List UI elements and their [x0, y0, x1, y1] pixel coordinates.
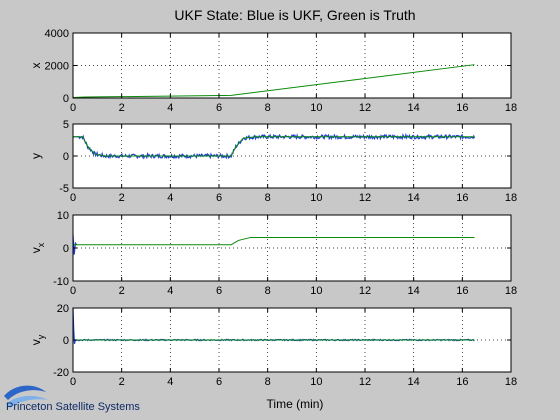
x-tick-label: 8: [265, 192, 271, 204]
series-ukf-line: [73, 132, 476, 160]
y-tick-label: 10: [57, 210, 69, 222]
x-tick-label: 14: [408, 102, 420, 114]
y-tick-label: -5: [59, 183, 69, 195]
y-tick-label: 0: [63, 151, 69, 163]
x-tick-label: 0: [70, 376, 76, 388]
axes-panel-1: 0 2 4 6 8 10 12 14 16 18 0 2000 4000 x: [29, 28, 517, 114]
x-tick-label: 10: [310, 102, 322, 114]
logo-text: Princeton Satellite Systems: [6, 401, 140, 413]
x-tick-label: 0: [70, 102, 76, 114]
x-tick-label: 12: [359, 192, 371, 204]
x-tick-label: 12: [359, 285, 371, 297]
series-truth-line: [73, 136, 475, 157]
x-tick-label: 4: [167, 192, 173, 204]
x-tick-label: 8: [265, 285, 271, 297]
x-tick-label: 4: [167, 102, 173, 114]
x-tick-label: 18: [505, 192, 517, 204]
y-tick-label: -20: [53, 367, 69, 379]
x-tick-label: 2: [119, 102, 125, 114]
x-tick-label: 16: [456, 102, 468, 114]
x-tick-label: 6: [216, 376, 222, 388]
y-axis-label: x: [29, 63, 43, 69]
y-tick-label: 0: [63, 243, 69, 255]
x-tick-label: 8: [265, 102, 271, 114]
x-tick-label: 16: [456, 376, 468, 388]
x-tick-label: 4: [167, 376, 173, 388]
series-truth-line: [72, 64, 475, 99]
x-tick-label: 12: [359, 376, 371, 388]
y-axis-label: vx: [29, 242, 46, 253]
x-tick-label: 10: [310, 285, 322, 297]
x-axis-label: Time (min): [267, 397, 324, 411]
x-tick-label: 2: [119, 285, 125, 297]
y-tick-label: -10: [53, 276, 69, 288]
y-tick-label: 5: [63, 119, 69, 131]
y-tick-label: 4000: [45, 28, 69, 40]
logo-swoosh-icon: [6, 395, 48, 408]
x-tick-label: 12: [359, 102, 371, 114]
y-axis-label: vy: [29, 334, 46, 345]
x-tick-label: 0: [70, 285, 76, 297]
x-tick-label: 10: [310, 192, 322, 204]
x-tick-label: 14: [408, 376, 420, 388]
y-tick-label: 0: [63, 93, 69, 105]
y-tick-label: 2000: [45, 61, 69, 73]
x-tick-label: 14: [408, 285, 420, 297]
x-tick-label: 18: [505, 285, 517, 297]
x-tick-label: 6: [216, 102, 222, 114]
y-axis-label-subscript: x: [36, 242, 46, 247]
chart-title: UKF State: Blue is UKF, Green is Truth: [174, 7, 415, 23]
x-tick-label: 10: [310, 376, 322, 388]
x-tick-label: 14: [408, 192, 420, 204]
x-tick-label: 18: [505, 376, 517, 388]
y-tick-label: 0: [63, 335, 69, 347]
x-tick-label: 18: [505, 102, 517, 114]
logo-swoosh-icon: [4, 385, 46, 400]
psss-logo: Princeton Satellite Systems: [4, 385, 140, 413]
x-tick-label: 4: [167, 285, 173, 297]
x-tick-label: 0: [70, 192, 76, 204]
x-tick-label: 6: [216, 192, 222, 204]
x-tick-label: 6: [216, 285, 222, 297]
x-tick-label: 16: [456, 192, 468, 204]
y-axis-label: y: [29, 153, 43, 159]
series-truth-line: [73, 236, 475, 246]
x-tick-label: 2: [119, 376, 125, 388]
y-axis-label-subscript: y: [36, 334, 46, 339]
y-tick-label: 20: [57, 303, 69, 315]
x-tick-label: 16: [456, 285, 468, 297]
x-tick-label: 8: [265, 376, 271, 388]
x-tick-label: 2: [119, 192, 125, 204]
